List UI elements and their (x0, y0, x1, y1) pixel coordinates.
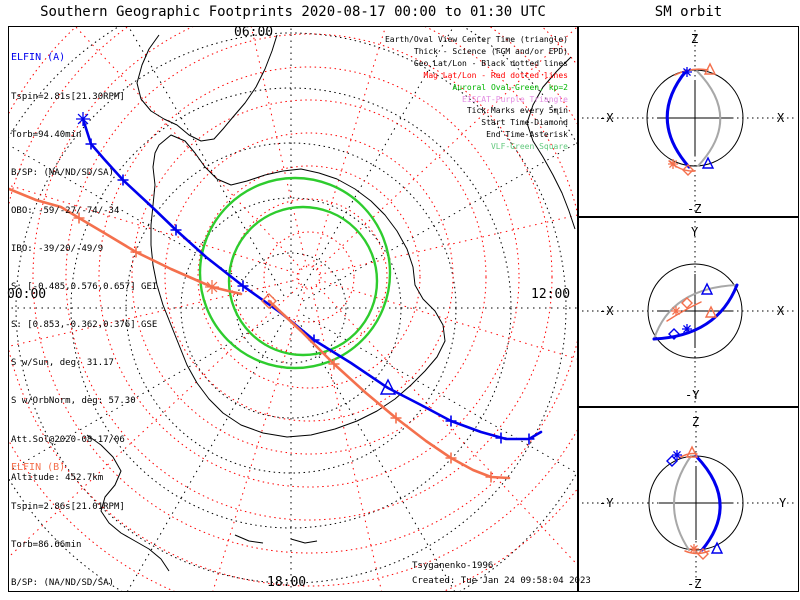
footprint-track (261, 293, 511, 483)
footprint-track (9, 187, 243, 296)
elfin-b-name: ELFIN (B) (11, 462, 66, 474)
axis-label: Y (691, 225, 699, 239)
legend-item: VLF-Green Square (490, 142, 568, 152)
legend-item: EISCAT-Purple Triangle (462, 94, 568, 104)
axis-label: Z (691, 32, 698, 46)
axis-label: Z (692, 415, 699, 429)
main-plot-svg (9, 27, 577, 591)
plot-legend: Earth/Oval View Center Time (triangle) T… (385, 34, 568, 153)
elfin-b-info: ELFIN (B) Tspin=2.86s[21.01RPM] Torb=86.… (11, 437, 163, 600)
info-line: Att.Sol@2020-08-17/06 (11, 434, 125, 445)
clock-label-1200: 12:00 (531, 287, 571, 302)
info-line: S: [-0.485,0.576,0.657] GEI (11, 282, 158, 293)
clock-label-1800: 18:00 (267, 575, 307, 590)
info-line: B/SP: (NA/ND/SD/SA) (11, 577, 114, 588)
sm-panel-yz-svg: Z -Y Y -Z (582, 411, 795, 591)
legend-item: End Time-Asterisk (486, 130, 568, 140)
axis-label: Y (779, 496, 787, 510)
axis-label: X (777, 304, 785, 318)
legend-item: Geo Lat/Lon - Black dotted lines (413, 58, 568, 68)
axis-label: -Y (599, 496, 614, 510)
info-line: Tspin=2.81s[21.30RPM] (11, 91, 125, 102)
sm-panel-xz-svg: Z -X X -Z (582, 30, 795, 216)
info-line: Altitude: 452.7km (11, 472, 104, 483)
main-plot-frame (8, 26, 578, 592)
axis-label: X (777, 111, 785, 125)
legend-item: Tick Marks every 5min (466, 106, 568, 116)
info-line: S: [0.853,-0.362,0.376] GSE (11, 320, 158, 331)
legend-item: Thick - Science (FGM and/or EPD) (413, 46, 568, 56)
clock-label-0000: 00:00 (7, 287, 47, 302)
page-title: Southern Geographic Footprints 2020-08-1… (40, 4, 546, 20)
axis-label: -Z (687, 202, 701, 216)
sm-panel-xz: Z -X X -Z (578, 26, 799, 217)
info-line: S w/Sun, deg: 31.17 (11, 358, 114, 369)
axis-label: -X (599, 111, 614, 125)
created-timestamp: Created: Tue Jan 24 09:58:04 2023 (412, 576, 591, 586)
legend-item: Start Time-Diamond (481, 118, 568, 128)
elfin-a-name: ELFIN (A) (11, 52, 66, 64)
auroral-oval (198, 176, 392, 370)
info-line: S w/OrbNorm, deg: 57.30 (11, 396, 136, 407)
info-line: IBO: -39/20/-49/9 (11, 243, 104, 254)
axis-label: -Z (687, 577, 701, 591)
legend-item: Auroral Oval-Green, kp=2 (452, 82, 568, 92)
legend-item: Earth/Oval View Center Time (triangle) (384, 35, 568, 44)
model-label: Tsyganenko-1996 (412, 561, 494, 571)
sm-panel-xy-svg: Y -X X -Y (582, 221, 795, 403)
axis-label: -Y (685, 388, 700, 402)
info-line: Torb=86.66min (11, 539, 82, 550)
sm-orbit-title: SM orbit (654, 4, 723, 20)
info-line: Torb=94.40min (11, 129, 82, 140)
axis-label: -X (599, 304, 614, 318)
sm-panel-xy: Y -X X -Y (578, 217, 799, 407)
info-line: Tspin=2.86s[21.01RPM] (11, 501, 125, 512)
info-line: OBO: -59/-27/-74/-34 (11, 205, 120, 216)
clock-label-0600: 06:00 (234, 25, 274, 40)
coastlines (86, 34, 576, 572)
geographic-grid (9, 27, 577, 591)
info-line: B/SP: (NA/ND/SD/SA) (11, 167, 114, 178)
sm-panel-yz: Z -Y Y -Z (578, 407, 799, 592)
elfin-a-info: ELFIN (A) Tspin=2.81s[21.30RPM] Torb=94.… (11, 27, 157, 510)
legend-item: Mag Lat/Lon - Red dotted lines (423, 70, 569, 80)
